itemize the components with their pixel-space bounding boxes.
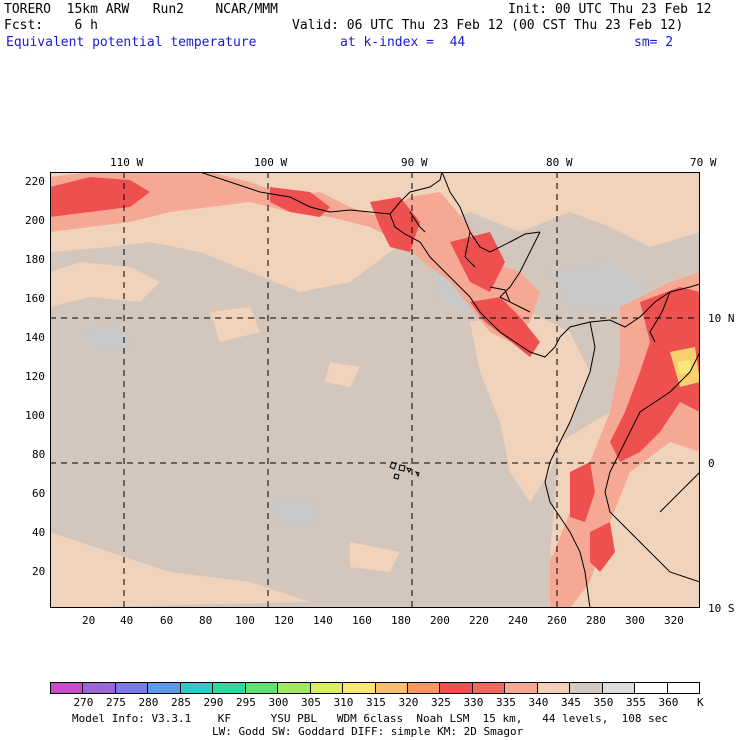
colorbar-label: 280	[139, 696, 159, 709]
colorbar-swatch	[246, 683, 278, 693]
colorbar-label: 350	[594, 696, 614, 709]
colorbar-unit: K	[697, 696, 704, 709]
y-tick: 140	[25, 331, 45, 344]
x-tick: 60	[160, 614, 173, 627]
colorbar-swatch	[51, 683, 83, 693]
colorbar-label: 295	[236, 696, 256, 709]
lon-label-110w: 110 W	[110, 156, 143, 169]
colorbar-swatch	[343, 683, 375, 693]
map-canvas	[50, 172, 700, 608]
x-tick: 80	[199, 614, 212, 627]
colorbar-swatch	[408, 683, 440, 693]
x-tick: 260	[547, 614, 567, 627]
map-panel	[50, 172, 700, 608]
x-tick: 140	[313, 614, 333, 627]
x-tick: 300	[625, 614, 645, 627]
colorbar-label: 285	[171, 696, 191, 709]
lon-label-70w: 70 W	[690, 156, 717, 169]
model-title: TORERO 15km ARW Run2 NCAR/MMM	[4, 3, 278, 17]
colorbar-label: 270	[74, 696, 94, 709]
y-tick: 180	[25, 253, 45, 266]
x-tick: 20	[82, 614, 95, 627]
y-tick: 120	[25, 370, 45, 383]
colorbar-label: 330	[464, 696, 484, 709]
footer-line-1: Model Info: V3.3.1 KF YSU PBL WDM 6class…	[72, 712, 668, 726]
colorbar-label: 360	[659, 696, 679, 709]
vertical-level: at k-index = 44	[340, 36, 465, 50]
x-tick: 280	[586, 614, 606, 627]
colorbar-swatch	[181, 683, 213, 693]
colorbar-label: 325	[431, 696, 451, 709]
colorbar-swatch	[538, 683, 570, 693]
y-tick: 160	[25, 292, 45, 305]
x-tick: 40	[120, 614, 133, 627]
x-tick: 120	[274, 614, 294, 627]
init-time: Init: 00 UTC Thu 23 Feb 12	[508, 3, 712, 17]
x-tick: 100	[235, 614, 255, 627]
colorbar-swatch	[473, 683, 505, 693]
x-tick: 320	[664, 614, 684, 627]
colorbar-swatch	[278, 683, 310, 693]
colorbar-label: 335	[496, 696, 516, 709]
colorbar-swatch	[376, 683, 408, 693]
colorbar-label: 340	[529, 696, 549, 709]
lat-label-0: 0	[708, 457, 715, 470]
colorbar-swatch	[603, 683, 635, 693]
colorbar-label: 290	[204, 696, 224, 709]
y-tick: 100	[25, 409, 45, 422]
y-tick: 80	[32, 448, 45, 461]
footer-line-2: LW: Godd SW: Goddard DIFF: simple KM: 2D…	[212, 725, 523, 739]
colorbar-label: 355	[626, 696, 646, 709]
colorbar-label: 315	[366, 696, 386, 709]
lat-label-10s: 10 S	[708, 602, 735, 615]
smoothing: sm= 2	[634, 36, 673, 50]
lon-label-80w: 80 W	[546, 156, 573, 169]
colorbar-label: 300	[269, 696, 289, 709]
y-tick: 60	[32, 487, 45, 500]
lon-label-90w: 90 W	[401, 156, 428, 169]
x-tick: 200	[430, 614, 450, 627]
colorbar-swatch	[505, 683, 537, 693]
colorbar-swatch	[570, 683, 602, 693]
colorbar-label: 320	[399, 696, 419, 709]
colorbar-swatch	[83, 683, 115, 693]
field-name: Equivalent potential temperature	[6, 36, 256, 50]
x-tick: 180	[391, 614, 411, 627]
colorbar-label: 275	[106, 696, 126, 709]
lat-label-10n: 10 N	[708, 312, 735, 325]
x-tick: 220	[469, 614, 489, 627]
x-tick: 160	[352, 614, 372, 627]
colorbar-swatch	[311, 683, 343, 693]
colorbar-swatch	[635, 683, 667, 693]
colorbar-swatch	[668, 683, 699, 693]
forecast-hour: Fcst: 6 h	[4, 19, 98, 33]
lon-label-100w: 100 W	[254, 156, 287, 169]
y-tick: 20	[32, 565, 45, 578]
colorbar-swatch	[213, 683, 245, 693]
x-tick: 240	[508, 614, 528, 627]
y-tick: 40	[32, 526, 45, 539]
colorbar-swatch	[116, 683, 148, 693]
valid-time: Valid: 06 UTC Thu 23 Feb 12 (00 CST Thu …	[292, 19, 683, 33]
colorbar	[50, 682, 700, 694]
colorbar-label: 305	[301, 696, 321, 709]
y-tick: 200	[25, 214, 45, 227]
colorbar-swatch	[440, 683, 472, 693]
colorbar-label: 310	[334, 696, 354, 709]
colorbar-label: 345	[561, 696, 581, 709]
colorbar-swatch	[148, 683, 180, 693]
y-tick: 220	[25, 175, 45, 188]
